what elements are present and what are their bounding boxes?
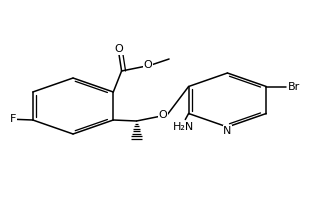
Text: O: O <box>159 110 167 120</box>
Text: O: O <box>144 60 152 70</box>
Text: N: N <box>223 126 232 136</box>
Text: Br: Br <box>288 82 300 92</box>
Text: F: F <box>10 114 16 124</box>
Text: H₂N: H₂N <box>173 122 194 132</box>
Text: O: O <box>115 44 123 54</box>
